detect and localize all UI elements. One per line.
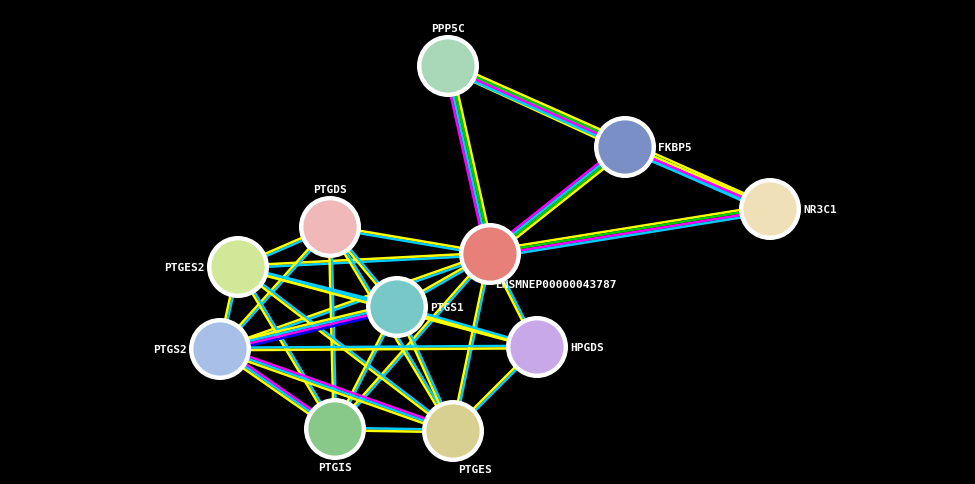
Circle shape	[742, 182, 798, 238]
Circle shape	[420, 39, 476, 95]
Circle shape	[307, 401, 363, 457]
Text: HPGDS: HPGDS	[570, 342, 604, 352]
Circle shape	[509, 319, 565, 375]
Text: PTGES: PTGES	[458, 464, 491, 474]
Text: FKBP5: FKBP5	[658, 143, 691, 152]
Text: PTGES2: PTGES2	[165, 262, 205, 272]
Circle shape	[192, 321, 248, 377]
Circle shape	[189, 318, 251, 380]
Text: PTGDS: PTGDS	[313, 184, 347, 195]
Circle shape	[304, 398, 366, 460]
Circle shape	[366, 276, 428, 338]
Circle shape	[425, 403, 481, 459]
Circle shape	[369, 279, 425, 335]
Circle shape	[594, 117, 656, 179]
Circle shape	[739, 179, 801, 241]
Text: PPP5C: PPP5C	[431, 24, 465, 34]
Circle shape	[459, 224, 521, 286]
Circle shape	[417, 36, 479, 98]
Circle shape	[597, 120, 653, 176]
Circle shape	[462, 227, 518, 283]
Text: PTGS2: PTGS2	[153, 344, 187, 354]
Text: ENSMNEP00000043787: ENSMNEP00000043787	[495, 279, 616, 289]
Circle shape	[210, 240, 266, 295]
Circle shape	[422, 400, 484, 462]
Text: NR3C1: NR3C1	[803, 205, 837, 214]
Circle shape	[302, 199, 358, 256]
Text: PTGS1: PTGS1	[430, 302, 464, 312]
Circle shape	[299, 197, 361, 258]
Circle shape	[506, 317, 568, 378]
Circle shape	[207, 237, 269, 298]
Text: PTGIS: PTGIS	[318, 462, 352, 472]
